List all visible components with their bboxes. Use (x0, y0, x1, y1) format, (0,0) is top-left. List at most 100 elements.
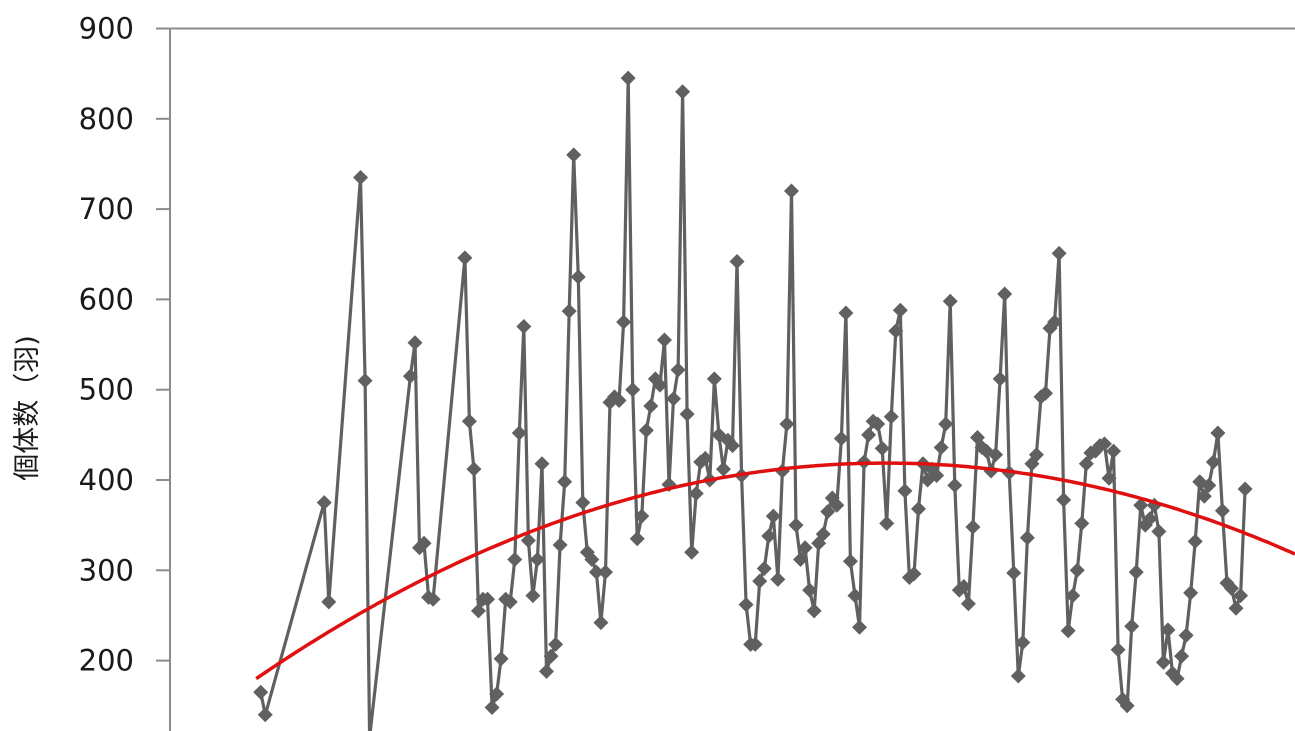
data-point-marker (511, 425, 527, 441)
data-point-marker (675, 84, 691, 100)
data-point-marker (997, 286, 1013, 302)
data-point-marker (1047, 314, 1063, 330)
data-point-marker (597, 564, 613, 580)
data-point-marker (584, 551, 600, 567)
data-point-marker (1015, 635, 1031, 651)
data-point-marker (738, 597, 754, 613)
data-point-marker (783, 183, 799, 199)
data-point-marker (1201, 477, 1217, 493)
data-point-marker (965, 519, 981, 535)
data-point-marker (616, 314, 632, 330)
data-point-marker (575, 495, 591, 511)
data-point-marker (480, 591, 496, 607)
data-point-marker (906, 566, 922, 582)
data-point-marker (1233, 588, 1249, 604)
y-tick-label: 300 (79, 553, 134, 587)
data-point-marker (1142, 511, 1158, 527)
data-point-marker (466, 461, 482, 477)
plot-frame (169, 27, 1295, 731)
data-point-marker (802, 582, 818, 598)
data-point-marker (539, 663, 555, 679)
data-point-marker (1187, 533, 1203, 549)
data-point-marker (1110, 642, 1126, 658)
y-tick-label: 700 (79, 192, 134, 226)
data-point-marker (1028, 447, 1044, 463)
data-point-marker (520, 533, 536, 549)
data-point-marker (806, 603, 822, 619)
data-point-marker (1151, 523, 1167, 539)
data-point-marker (992, 371, 1008, 387)
data-point-marker (765, 508, 781, 524)
data-point-marker (1038, 385, 1054, 401)
plot-area (253, 70, 1295, 731)
data-point-marker (888, 323, 904, 339)
data-point-marker (697, 450, 713, 466)
data-point-marker (1096, 436, 1112, 452)
data-point-marker (1119, 698, 1135, 714)
data-point-marker (507, 551, 523, 567)
data-point-marker (1178, 627, 1194, 643)
data-point-marker (1010, 668, 1026, 684)
data-point-marker (1078, 456, 1094, 472)
data-point-marker (620, 70, 636, 86)
data-point-marker (706, 371, 722, 387)
data-point-marker (842, 553, 858, 569)
data-point-marker (1069, 562, 1085, 578)
data-point-marker (938, 416, 954, 432)
data-point-marker (1128, 564, 1144, 580)
y-tick-label: 500 (79, 373, 134, 407)
data-point-marker (1205, 454, 1221, 470)
data-point-marker (402, 368, 418, 384)
data-point-marker (1106, 443, 1122, 459)
data-point-marker (643, 398, 659, 414)
data-point-marker (1019, 530, 1035, 546)
data-point-marker (847, 588, 863, 604)
data-point-marker (947, 477, 963, 493)
data-point-marker (566, 147, 582, 163)
data-point-marker (820, 504, 836, 520)
data-point-marker (470, 603, 486, 619)
y-tick-label: 400 (79, 463, 134, 497)
data-point-marker (1155, 654, 1171, 670)
y-tick-label: 900 (79, 12, 134, 46)
data-point-marker (684, 544, 700, 560)
y-axis-label: 個体数（羽) (12, 335, 43, 481)
data-point-marker (548, 636, 564, 652)
data-point-marker (960, 596, 976, 612)
data-point-marker (670, 362, 686, 378)
data-point-marker (316, 495, 332, 511)
data-point-marker (747, 636, 763, 652)
data-point-marker (756, 560, 772, 576)
data-point-marker (861, 427, 877, 443)
data-point-marker (1065, 588, 1081, 604)
data-point-marker (634, 508, 650, 524)
data-point-marker (729, 253, 745, 269)
data-point-marker (656, 332, 672, 348)
data-point-marker (457, 250, 473, 266)
data-point-marker (1133, 497, 1149, 513)
data-point-marker (1006, 565, 1022, 581)
data-point-marker (942, 293, 958, 309)
data-point-marker (815, 526, 831, 542)
data-point-marker (1060, 623, 1076, 639)
data-point-marker (534, 456, 550, 472)
data-point-marker (761, 528, 777, 544)
data-point-marker (425, 591, 441, 607)
data-point-marker (561, 303, 577, 319)
data-point-marker (793, 551, 809, 567)
data-point-marker (852, 619, 868, 635)
data-point-marker (652, 377, 668, 393)
data-point-marker (892, 302, 908, 318)
data-point-marker (1210, 425, 1226, 441)
data-point-marker (1074, 515, 1090, 531)
data-point-marker (1124, 618, 1140, 634)
data-point-marker (833, 430, 849, 446)
data-point-marker (357, 373, 373, 389)
data-point-marker (638, 422, 654, 438)
y-tick-label: 200 (79, 644, 134, 678)
data-point-marker (629, 531, 645, 547)
y-tick-label: 800 (79, 102, 134, 136)
data-point-marker (838, 305, 854, 321)
data-point-marker (529, 551, 545, 567)
data-point-marker (321, 594, 337, 610)
